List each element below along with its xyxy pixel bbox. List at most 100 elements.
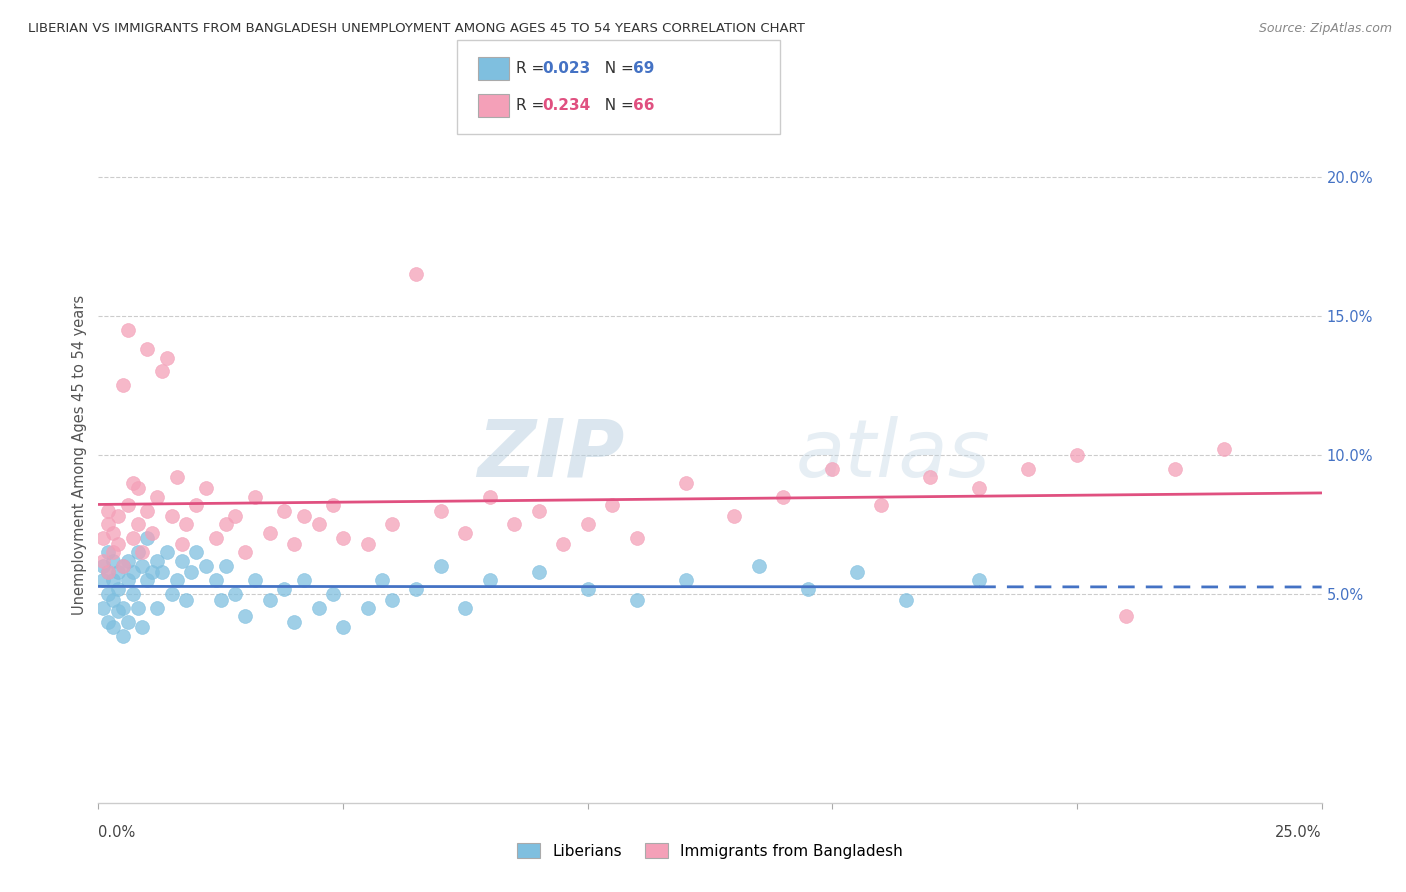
Point bbox=[97, 517, 120, 532]
Point bbox=[176, 592, 198, 607]
Point bbox=[101, 620, 124, 634]
Point bbox=[91, 532, 114, 546]
Point bbox=[101, 545, 124, 559]
Point bbox=[478, 490, 501, 504]
Text: atlas: atlas bbox=[796, 416, 990, 494]
Point bbox=[214, 517, 236, 532]
Point bbox=[91, 601, 114, 615]
Point bbox=[117, 323, 139, 337]
Point bbox=[600, 498, 623, 512]
Point bbox=[121, 532, 143, 546]
Point bbox=[430, 503, 453, 517]
Text: 0.234: 0.234 bbox=[543, 98, 591, 113]
Point bbox=[131, 620, 153, 634]
Text: R =: R = bbox=[516, 98, 550, 113]
Point bbox=[97, 565, 120, 579]
Point bbox=[322, 587, 344, 601]
Point bbox=[156, 351, 179, 365]
Point bbox=[117, 498, 139, 512]
Point bbox=[576, 517, 599, 532]
Point bbox=[224, 587, 246, 601]
Point bbox=[576, 582, 599, 596]
Point bbox=[131, 559, 153, 574]
Point bbox=[430, 559, 453, 574]
Point bbox=[136, 503, 159, 517]
Point bbox=[224, 509, 246, 524]
Point bbox=[127, 545, 149, 559]
Point bbox=[186, 545, 208, 559]
Point bbox=[273, 582, 295, 596]
Point bbox=[503, 517, 526, 532]
Point bbox=[1066, 448, 1088, 462]
Point bbox=[308, 517, 330, 532]
Point bbox=[381, 517, 404, 532]
Point bbox=[1212, 442, 1234, 457]
Point bbox=[1017, 462, 1039, 476]
Point bbox=[111, 629, 134, 643]
Point bbox=[111, 378, 134, 392]
Point bbox=[527, 565, 550, 579]
Text: ZIP: ZIP bbox=[477, 416, 624, 494]
Point bbox=[127, 481, 149, 495]
Point bbox=[121, 587, 143, 601]
Point bbox=[91, 559, 114, 574]
Point bbox=[1115, 609, 1137, 624]
Point bbox=[97, 545, 120, 559]
Point bbox=[772, 490, 794, 504]
Point bbox=[91, 573, 114, 587]
Point bbox=[356, 537, 378, 551]
Point bbox=[553, 537, 575, 551]
Point bbox=[141, 525, 163, 540]
Point bbox=[322, 498, 344, 512]
Point bbox=[107, 604, 129, 618]
Point bbox=[332, 532, 354, 546]
Point bbox=[156, 545, 179, 559]
Point bbox=[356, 601, 378, 615]
Point bbox=[136, 532, 159, 546]
Point bbox=[150, 364, 173, 378]
Text: LIBERIAN VS IMMIGRANTS FROM BANGLADESH UNEMPLOYMENT AMONG AGES 45 TO 54 YEARS CO: LIBERIAN VS IMMIGRANTS FROM BANGLADESH U… bbox=[28, 22, 806, 36]
Point bbox=[478, 573, 501, 587]
Point bbox=[308, 601, 330, 615]
Point bbox=[131, 545, 153, 559]
Point bbox=[723, 509, 745, 524]
Point bbox=[405, 267, 427, 281]
Text: 25.0%: 25.0% bbox=[1275, 825, 1322, 840]
Point bbox=[127, 601, 149, 615]
Point bbox=[675, 475, 697, 490]
Point bbox=[870, 498, 893, 512]
Point bbox=[146, 490, 169, 504]
Y-axis label: Unemployment Among Ages 45 to 54 years: Unemployment Among Ages 45 to 54 years bbox=[72, 295, 87, 615]
Point bbox=[160, 509, 183, 524]
Point bbox=[205, 532, 228, 546]
Point bbox=[332, 620, 354, 634]
Point bbox=[454, 601, 477, 615]
Point bbox=[97, 503, 120, 517]
Point bbox=[101, 554, 124, 568]
Point bbox=[107, 565, 129, 579]
Point bbox=[454, 525, 477, 540]
Point bbox=[166, 470, 188, 484]
Point bbox=[121, 475, 143, 490]
Point bbox=[214, 559, 236, 574]
Point bbox=[195, 559, 218, 574]
Point bbox=[243, 490, 266, 504]
Point bbox=[920, 470, 942, 484]
Point bbox=[195, 481, 218, 495]
Text: N =: N = bbox=[595, 98, 638, 113]
Point bbox=[111, 559, 134, 574]
Point bbox=[150, 565, 173, 579]
Point bbox=[166, 573, 188, 587]
Point bbox=[117, 554, 139, 568]
Point bbox=[146, 601, 169, 615]
Point bbox=[233, 545, 256, 559]
Point bbox=[967, 573, 990, 587]
Point bbox=[101, 525, 124, 540]
Point bbox=[180, 565, 202, 579]
Point bbox=[243, 573, 266, 587]
Point bbox=[283, 537, 305, 551]
Text: 69: 69 bbox=[633, 61, 654, 76]
Point bbox=[186, 498, 208, 512]
Point bbox=[107, 509, 129, 524]
Point bbox=[292, 573, 315, 587]
